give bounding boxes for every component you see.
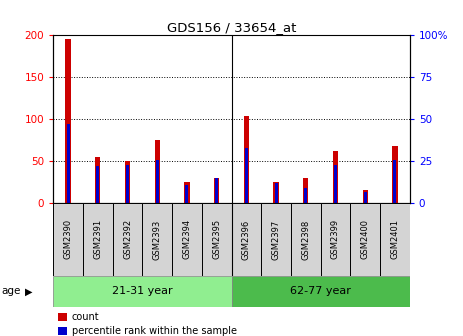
Text: GSM2398: GSM2398 xyxy=(301,219,310,259)
Text: GSM2400: GSM2400 xyxy=(361,219,369,259)
Text: 62-77 year: 62-77 year xyxy=(290,287,351,296)
Bar xyxy=(232,276,410,307)
Bar xyxy=(232,203,261,276)
Bar xyxy=(126,165,129,203)
Bar xyxy=(364,192,367,203)
Bar xyxy=(143,203,172,276)
Text: GSM2401: GSM2401 xyxy=(390,219,400,259)
Bar xyxy=(172,203,202,276)
Bar xyxy=(202,203,232,276)
Bar xyxy=(95,157,100,203)
Bar xyxy=(244,116,249,203)
Text: 21-31 year: 21-31 year xyxy=(112,287,173,296)
Title: GDS156 / 33654_at: GDS156 / 33654_at xyxy=(167,21,296,34)
Text: GSM2395: GSM2395 xyxy=(212,219,221,259)
Bar xyxy=(113,203,143,276)
Text: GSM2392: GSM2392 xyxy=(123,219,132,259)
Bar xyxy=(245,148,248,203)
Bar xyxy=(291,203,320,276)
Bar xyxy=(261,203,291,276)
Bar xyxy=(96,166,99,203)
Bar xyxy=(392,146,398,203)
Bar xyxy=(83,203,113,276)
Bar xyxy=(350,203,380,276)
Bar xyxy=(184,182,190,203)
Text: GSM2391: GSM2391 xyxy=(94,219,102,259)
Bar xyxy=(65,39,71,203)
Bar xyxy=(125,161,130,203)
Bar xyxy=(320,203,350,276)
Bar xyxy=(273,182,279,203)
Bar xyxy=(156,160,159,203)
Legend: count, percentile rank within the sample: count, percentile rank within the sample xyxy=(58,312,237,336)
Bar xyxy=(304,188,307,203)
Bar xyxy=(214,178,219,203)
Bar xyxy=(333,151,338,203)
Text: GSM2393: GSM2393 xyxy=(153,219,162,259)
Bar xyxy=(186,185,188,203)
Bar xyxy=(215,178,218,203)
Text: GSM2394: GSM2394 xyxy=(182,219,191,259)
Text: GSM2397: GSM2397 xyxy=(272,219,281,259)
Bar xyxy=(67,124,69,203)
Text: GSM2390: GSM2390 xyxy=(63,219,73,259)
Text: GSM2399: GSM2399 xyxy=(331,219,340,259)
Bar xyxy=(53,276,232,307)
Text: ▶: ▶ xyxy=(25,287,32,296)
Bar xyxy=(380,203,410,276)
Text: age: age xyxy=(1,287,21,296)
Bar xyxy=(303,178,308,203)
Bar xyxy=(275,183,277,203)
Bar xyxy=(334,165,337,203)
Bar xyxy=(394,160,396,203)
Text: GSM2396: GSM2396 xyxy=(242,219,251,259)
Bar xyxy=(155,140,160,203)
Bar xyxy=(53,203,83,276)
Bar xyxy=(363,190,368,203)
